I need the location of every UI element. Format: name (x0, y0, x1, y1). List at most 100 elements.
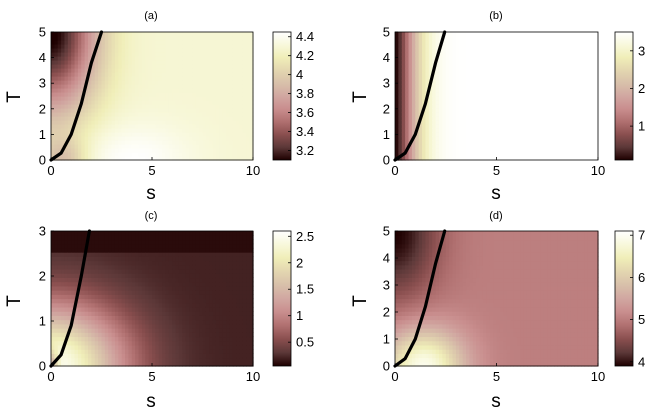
heatmap-cell (462, 52, 467, 57)
heatmap-cell (513, 88, 518, 93)
heatmap-cell (125, 277, 130, 283)
heatmap-cell (108, 290, 113, 295)
heatmap-cell (452, 136, 457, 141)
heatmap-cell (472, 144, 477, 149)
heatmap-cell (145, 290, 150, 295)
heatmap-cell (425, 116, 430, 121)
heatmap-cell (432, 140, 437, 145)
heatmap-cell (594, 148, 599, 153)
heatmap-cell (189, 152, 193, 157)
heatmap-cell (91, 344, 96, 350)
heatmap-cell (486, 84, 491, 89)
heatmap-cell (205, 104, 210, 109)
heatmap-cell (138, 72, 143, 77)
y-tick-label: 2 (383, 101, 390, 116)
heatmap-cell (513, 92, 518, 97)
heatmap-cell (98, 328, 103, 333)
heatmap-cell (496, 56, 501, 61)
heatmap-cell (202, 156, 207, 161)
heatmap-cell (141, 277, 146, 283)
heatmap-cell (516, 60, 521, 65)
heatmap-cell (98, 239, 103, 245)
heatmap-cell (422, 72, 427, 77)
heatmap-cell (88, 96, 92, 101)
heatmap-cell (152, 353, 156, 359)
heatmap-cell (61, 247, 66, 253)
heatmap-cell (77, 52, 82, 57)
heatmap-cell (152, 323, 156, 329)
heatmap-cell (567, 104, 572, 109)
heatmap-cell (88, 349, 92, 354)
heatmap-cell (51, 332, 55, 338)
heatmap-cell (77, 349, 82, 354)
heatmap-cell (550, 112, 555, 117)
heatmap-cell (486, 116, 491, 121)
heatmap-cell (455, 88, 460, 93)
heatmap-cell (232, 40, 237, 45)
heatmap-cell (493, 36, 498, 41)
heatmap-cell (523, 104, 528, 109)
heatmap-cell (550, 40, 555, 45)
heatmap-cell (506, 80, 511, 85)
heatmap-cell (435, 120, 440, 125)
heatmap-cell (135, 247, 140, 253)
heatmap-cell (67, 298, 72, 304)
heatmap-cell (486, 80, 491, 85)
heatmap-cell (408, 68, 413, 73)
heatmap-cell (415, 76, 420, 81)
heatmap-cell (88, 120, 92, 125)
heatmap-cell (550, 108, 555, 113)
heatmap-cell (506, 40, 511, 45)
heatmap-cell (242, 132, 247, 137)
heatmap-cell (141, 96, 146, 101)
heatmap-cell (182, 80, 187, 85)
heatmap-cell (432, 56, 437, 61)
heatmap-cell (510, 136, 515, 141)
heatmap-cell (91, 104, 96, 109)
heatmap-cell (98, 128, 103, 133)
heatmap-cell (178, 104, 183, 109)
heatmap-cell (469, 36, 474, 41)
heatmap-cell (418, 56, 423, 61)
heatmap-cell (215, 84, 220, 89)
panel-b-colorbar (614, 31, 634, 161)
heatmap-cell (152, 319, 156, 325)
heatmap-cell (472, 108, 477, 113)
heatmap-cell (513, 120, 518, 125)
heatmap-cell (121, 285, 126, 291)
heatmap-cell (432, 44, 437, 49)
heatmap-cell (67, 235, 72, 241)
heatmap-cell (162, 96, 167, 101)
heatmap-cell (557, 36, 562, 41)
heatmap-cell (168, 44, 173, 49)
heatmap-cell (486, 68, 491, 73)
heatmap-cell (84, 315, 89, 321)
heatmap-cell (162, 44, 167, 49)
heatmap-cell (209, 96, 214, 101)
heatmap-cell (189, 80, 193, 85)
heatmap-cell (219, 92, 224, 97)
heatmap-cell (499, 40, 504, 45)
heatmap-cell (192, 76, 197, 81)
heatmap-cell (128, 332, 133, 338)
heatmap-cell (472, 52, 477, 57)
heatmap-cell (432, 88, 437, 93)
heatmap-cell (135, 302, 140, 308)
heatmap-cell (533, 52, 538, 57)
heatmap-cell (540, 140, 545, 145)
heatmap-cell (88, 336, 92, 342)
heatmap-cell (111, 357, 116, 363)
heatmap-cell (135, 332, 140, 338)
heatmap-cell (128, 36, 133, 41)
heatmap-cell (395, 100, 399, 105)
heatmap-cell (584, 40, 589, 45)
heatmap-cell (104, 92, 109, 97)
heatmap-cell (131, 144, 136, 149)
heatmap-cell (496, 52, 501, 57)
heatmap-cell (530, 152, 535, 157)
heatmap-cell (405, 60, 410, 65)
heatmap-cell (570, 156, 575, 161)
heatmap-cell (74, 285, 79, 291)
heatmap-cell (98, 344, 103, 350)
heatmap-cell (506, 152, 511, 157)
